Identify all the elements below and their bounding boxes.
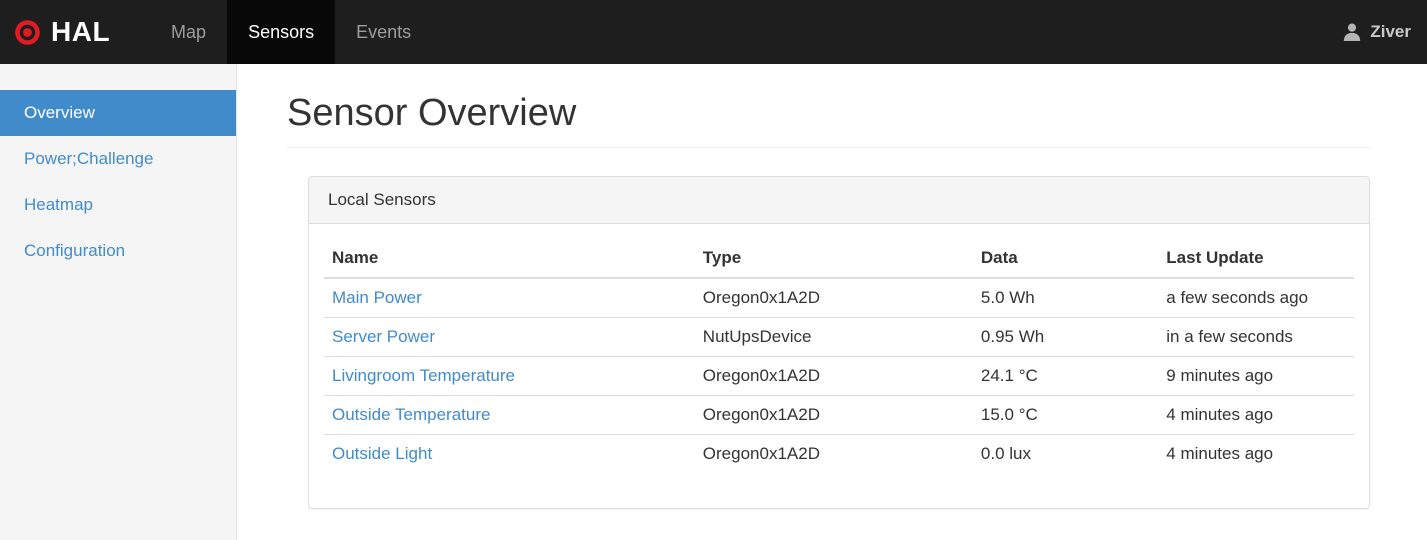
nav-tab-map[interactable]: Map (171, 21, 207, 42)
sensor-link-server-power[interactable]: Server Power (332, 327, 435, 346)
name-cell: Main Power (324, 277, 695, 318)
sensor-link-main-power[interactable]: Main Power (332, 288, 422, 307)
data-cell: 24.1 °C (972, 356, 1159, 396)
table-row: Livingroom Temperature Oregon0x1A2D 24.1 °… (324, 356, 1354, 396)
panel-body: Name Type Data Last Update Main Power Oregon… (309, 224, 1369, 508)
panel-heading: Local Sensors (309, 177, 1369, 224)
table-row: Outside Light Oregon0x1A2D 0.0 lux 4 minute… (324, 434, 1354, 473)
sidebar: Overview Power;Challenge Heatmap Configurat… (0, 64, 237, 540)
sidebar-item-power-challenge[interactable]: Power;Challenge (24, 149, 154, 168)
type-cell: Oregon0x1A2D (694, 434, 973, 473)
data-cell: 0.0 lux (972, 434, 1159, 473)
nav-tab-events[interactable]: Events (356, 21, 412, 42)
type-cell: Oregon0x1A2D (694, 277, 973, 318)
table-row: Main Power Oregon0x1A2D 5.0 Wh a few second… (324, 277, 1354, 318)
table-row: Server Power NutUpsDevice 0.95 Wh in a few … (324, 317, 1354, 357)
last-update-cell: 4 minutes ago (1158, 395, 1354, 435)
sensor-link-outside-temperature[interactable]: Outside Temperature (332, 405, 491, 424)
column-header-last-update: Last Update (1158, 239, 1354, 279)
data-cell: 0.95 Wh (972, 317, 1159, 357)
column-header-data: Data (972, 239, 1159, 279)
name-cell: Outside Light (324, 434, 695, 473)
last-update-cell: in a few seconds (1158, 317, 1354, 357)
navbar-tabs: Map Sensors Events (150, 0, 432, 64)
user-menu[interactable]: Ziver (1342, 0, 1427, 64)
sensors-table: Name Type Data Last Update Main Power Oregon… (324, 239, 1354, 473)
last-update-cell: 4 minutes ago (1158, 434, 1354, 473)
user-label: Ziver (1370, 22, 1411, 41)
nav-tab-sensors[interactable]: Sensors (227, 0, 336, 64)
sensor-link-outside-light[interactable]: Outside Light (332, 444, 433, 463)
sensor-link-livingroom-temperature[interactable]: Livingroom Temperature (332, 366, 515, 385)
name-cell: Livingroom Temperature (324, 356, 695, 396)
last-update-cell: 9 minutes ago (1158, 356, 1354, 396)
bullseye-icon (14, 19, 41, 46)
name-cell: Outside Temperature (324, 395, 695, 435)
type-cell: NutUpsDevice (694, 317, 973, 357)
sidebar-item-heatmap[interactable]: Heatmap (24, 195, 93, 214)
brand-label: HAL (51, 16, 111, 47)
table-header-row: Name Type Data Last Update (324, 239, 1354, 279)
last-update-cell: a few seconds ago (1158, 277, 1354, 318)
data-cell: 15.0 °C (972, 395, 1159, 435)
data-cell: 5.0 Wh (972, 277, 1159, 318)
type-cell: Oregon0x1A2D (694, 395, 973, 435)
column-header-type: Type (694, 239, 973, 279)
main-content: Sensor Overview Local Sensors Name Type Da… (237, 64, 1427, 540)
local-sensors-panel: Local Sensors Name Type Data Last Update Ma… (308, 176, 1370, 509)
sidebar-item-overview[interactable]: Overview (0, 90, 236, 136)
page-title: Sensor Overview (287, 92, 1370, 148)
brand[interactable]: HAL (0, 0, 150, 64)
top-navbar: HAL Map Sensors Events Ziver (0, 0, 1427, 64)
sidebar-item-configuration[interactable]: Configuration (24, 241, 126, 260)
table-row: Outside Temperature Oregon0x1A2D 15.0 °C 4 … (324, 395, 1354, 435)
page-body: Overview Power;Challenge Heatmap Configurat… (0, 64, 1427, 540)
user-icon (1342, 22, 1362, 42)
name-cell: Server Power (324, 317, 695, 357)
type-cell: Oregon0x1A2D (694, 356, 973, 396)
column-header-name: Name (324, 239, 695, 279)
